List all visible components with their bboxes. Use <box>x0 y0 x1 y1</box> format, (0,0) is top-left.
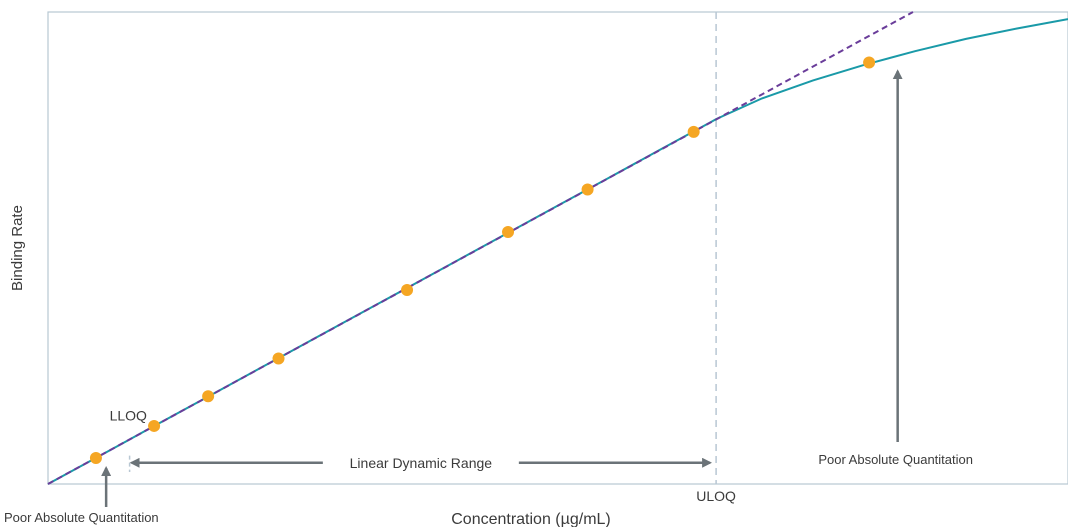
calibration-points <box>89 56 876 465</box>
data-point <box>687 125 700 138</box>
plot-frame <box>47 11 1068 485</box>
linear-fit-line <box>47 11 914 485</box>
lloq-label: LLOQ <box>110 407 147 423</box>
data-point <box>502 225 515 238</box>
data-point <box>581 183 594 196</box>
data-point <box>401 284 414 297</box>
data-point <box>272 352 285 365</box>
annotations: Linear Dynamic Range Poor Absolute Quanti… <box>4 69 973 525</box>
data-point <box>89 452 102 465</box>
x-axis-label: Concentration (µg/mL) <box>451 511 611 527</box>
response-curve <box>47 18 1068 485</box>
data-point <box>148 419 161 432</box>
linear-dynamic-range-label: Linear Dynamic Range <box>350 455 493 471</box>
uloq-label: ULOQ <box>696 488 736 504</box>
series-lines <box>47 11 1068 485</box>
limit-lines: LLOQ ULOQ <box>110 12 736 504</box>
low-quantitation-label: Poor Absolute Quantitation <box>4 510 159 525</box>
data-point <box>863 56 876 69</box>
y-axis-label: Binding Rate <box>9 205 26 291</box>
high-quantitation-label: Poor Absolute Quantitation <box>818 452 973 467</box>
data-point <box>202 390 215 403</box>
